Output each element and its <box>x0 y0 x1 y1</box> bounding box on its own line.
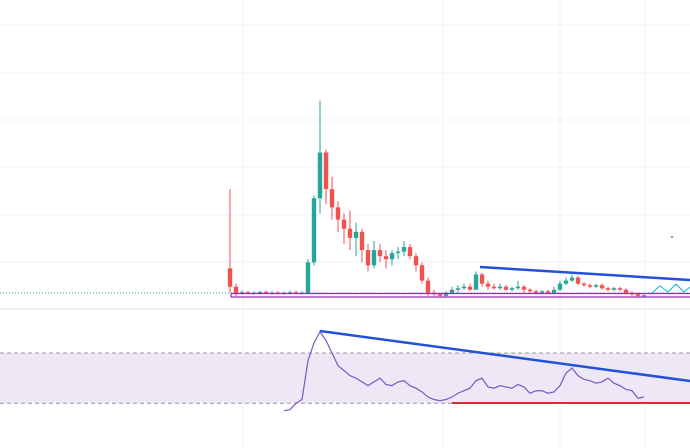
projection <box>651 283 690 294</box>
candle-body <box>293 292 299 294</box>
candle-body <box>317 152 323 199</box>
candle-body <box>635 294 641 296</box>
candle-body <box>545 291 551 293</box>
candle-body <box>563 280 569 284</box>
candle-body <box>527 289 533 292</box>
drawings <box>230 236 690 298</box>
band-fill <box>0 353 690 404</box>
candle-body <box>377 250 383 257</box>
candle-body <box>407 247 413 257</box>
candle-body <box>443 292 449 296</box>
trend-line <box>319 329 690 383</box>
candle-body <box>353 231 359 238</box>
candle-body <box>533 291 539 293</box>
candle-body <box>575 277 581 284</box>
candle-body <box>395 251 401 254</box>
candle-body <box>539 291 545 293</box>
candle-body <box>497 286 503 289</box>
trend-line <box>479 265 690 282</box>
candle-body <box>341 219 347 229</box>
candle-body <box>329 189 335 208</box>
candle-body <box>479 274 485 284</box>
candle-body <box>587 285 593 287</box>
candle-body <box>455 288 461 290</box>
candle-body <box>557 283 563 290</box>
candle-body <box>593 285 599 287</box>
rsi-drawings <box>319 329 690 404</box>
candle-body <box>263 291 269 294</box>
candle-body <box>425 280 431 293</box>
candle-body <box>473 274 479 290</box>
candle-body <box>287 292 293 294</box>
candle-body <box>509 288 515 290</box>
candle-body <box>233 286 239 293</box>
candle-body <box>311 198 317 263</box>
candle-body <box>305 262 311 293</box>
candle-body <box>623 289 629 293</box>
candle-body <box>581 283 587 286</box>
candle-body <box>605 288 611 290</box>
candle-body <box>611 288 617 290</box>
candle-body <box>641 295 647 297</box>
candle-body <box>335 207 341 220</box>
candle-body <box>323 152 329 190</box>
candle-body <box>461 286 467 289</box>
candle-body <box>503 286 509 290</box>
candle-body <box>401 247 407 252</box>
candle-body <box>257 291 263 293</box>
candle-body <box>371 250 377 266</box>
candle-body <box>491 286 497 289</box>
candles <box>227 100 647 298</box>
candle-body <box>347 228 353 238</box>
candle-body <box>449 289 455 293</box>
candle-body <box>419 265 425 281</box>
candle-body <box>359 231 365 251</box>
rsi-pane <box>0 330 690 412</box>
candle-body <box>515 286 521 289</box>
candle-body <box>413 256 419 266</box>
candle-body <box>245 292 251 294</box>
candle-body <box>437 294 443 296</box>
candle-body <box>389 253 395 260</box>
marker <box>671 236 673 238</box>
candle-body <box>467 286 473 290</box>
candle-body <box>599 285 605 289</box>
candle-body <box>365 250 371 266</box>
candle-body <box>239 292 245 294</box>
candle-body <box>617 288 623 290</box>
candle-body <box>383 256 389 260</box>
candle-body <box>551 289 557 293</box>
candle-body <box>521 286 527 290</box>
candle-body <box>227 268 233 287</box>
candle-body <box>485 283 491 287</box>
rsi-line <box>283 330 645 412</box>
candle-body <box>569 277 575 281</box>
